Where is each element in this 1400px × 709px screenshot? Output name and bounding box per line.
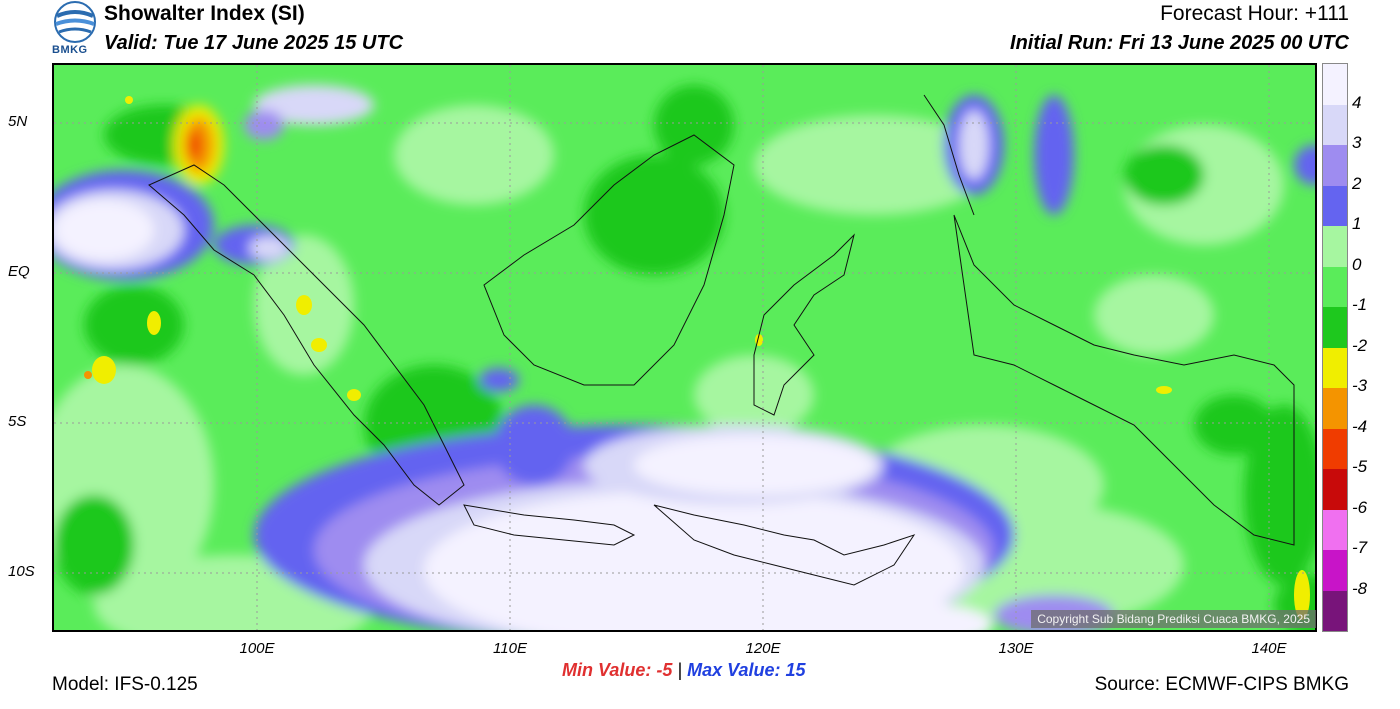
- lon-label-130e: 130E: [998, 640, 1034, 657]
- unstable-spots: [84, 96, 1310, 620]
- colorbar-segment: [1323, 226, 1347, 267]
- colorbar-label: -5: [1352, 457, 1368, 476]
- colorbar-label: 2: [1352, 173, 1362, 193]
- min-max-values: Min Value: -5 | Max Value: 15: [562, 660, 806, 681]
- max-value: 15: [785, 660, 806, 680]
- colorbar-label: -1: [1352, 295, 1368, 314]
- colorbar-segment: [1323, 145, 1347, 186]
- colorbar-label: 3: [1352, 133, 1362, 152]
- max-value-label: Max Value:: [687, 660, 781, 680]
- graticule: [54, 65, 1315, 630]
- source-info: Source: ECMWF-CIPS BMKG: [1094, 674, 1349, 695]
- colorbar-segment: [1323, 590, 1347, 631]
- min-value-label: Min Value:: [562, 660, 652, 680]
- bmkg-emblem-icon: [54, 1, 96, 43]
- lon-label-100e: 100E: [239, 640, 275, 657]
- lat-label-5n: 5N: [8, 113, 28, 130]
- colorbar-segment: [1323, 388, 1347, 429]
- colorbar-label: -4: [1352, 416, 1368, 436]
- colorbar-segment: [1323, 104, 1347, 145]
- colorbar-segment: [1323, 266, 1347, 307]
- showalter-map: [52, 63, 1317, 632]
- min-value: -5: [656, 660, 673, 680]
- colorbar-segment: [1323, 428, 1347, 469]
- colorbar-label: -2: [1352, 335, 1368, 355]
- lon-label-140e: 140E: [1251, 640, 1287, 657]
- bmkg-logo: BMKG: [50, 0, 100, 62]
- valid-time: Valid: Tue 17 June 2025 15 UTC: [104, 32, 404, 54]
- colorbar-segment: [1323, 64, 1347, 105]
- copyright-notice: Copyright Sub Bidang Prediksi Cuaca BMKG…: [1031, 610, 1316, 628]
- colorbar-label: -7: [1352, 538, 1368, 557]
- lon-label-120e: 120E: [745, 640, 781, 657]
- colorbar-segment: [1323, 469, 1347, 510]
- colorbar-segment: [1323, 347, 1347, 388]
- map-title: Showalter Index (SI): [104, 2, 305, 25]
- colorbar-segment: [1323, 307, 1347, 348]
- map-field: [54, 65, 1315, 630]
- colorbar-segment: [1323, 550, 1347, 591]
- min-max-separator: |: [677, 660, 683, 680]
- colorbar-segment: [1323, 509, 1347, 550]
- lat-label-10s: 10S: [8, 563, 35, 580]
- colorbar-label: -8: [1352, 578, 1368, 598]
- lat-label-5s: 5S: [8, 413, 27, 430]
- colorbar-label: 4: [1352, 92, 1362, 112]
- colorbar: [1322, 63, 1348, 632]
- colorbar-label: -3: [1352, 376, 1368, 395]
- colorbar-label: -6: [1352, 497, 1368, 517]
- lat-label-eq: EQ: [8, 263, 30, 280]
- model-info: Model: IFS-0.125: [52, 674, 198, 695]
- forecast-hour: Forecast Hour: +111: [1160, 2, 1349, 25]
- colorbar-segment: [1323, 185, 1347, 226]
- initial-run: Initial Run: Fri 13 June 2025 00 UTC: [1010, 32, 1349, 54]
- coastlines: [148, 94, 1295, 586]
- lon-label-110e: 110E: [493, 640, 527, 657]
- colorbar-label: 1: [1352, 214, 1362, 233]
- colorbar-label: 0: [1352, 254, 1362, 274]
- logo-text: BMKG: [52, 44, 88, 56]
